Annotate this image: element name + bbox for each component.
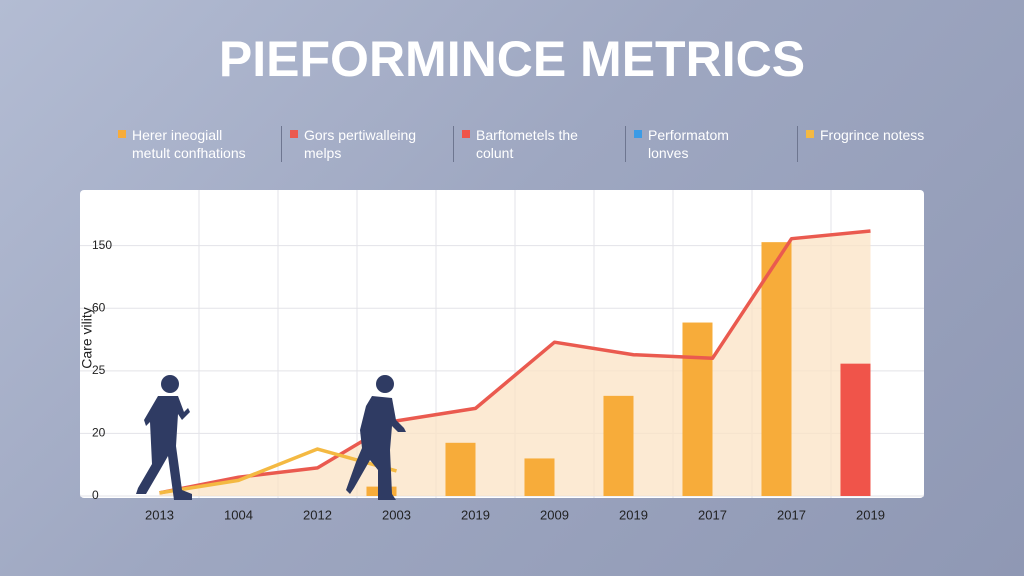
legend-item: Performatom lonves [625, 126, 787, 162]
legend-item: Barftometels the colunt [453, 126, 615, 162]
x-tick-label: 2019 [856, 507, 885, 522]
x-tick-label: 2012 [303, 507, 332, 522]
bar [840, 363, 871, 496]
x-tick-label: 2019 [619, 507, 648, 522]
legend: Herer ineogiall metult confhations Gors p… [118, 126, 959, 162]
legend-label: Herer ineogiall metult confhations [132, 127, 246, 161]
bar [682, 322, 713, 496]
legend-swatch [462, 130, 470, 138]
x-tick-label: 2003 [382, 507, 411, 522]
silhouette [136, 375, 406, 500]
y-tick-label: 150 [92, 238, 112, 252]
legend-item: Frogrince notess [797, 126, 959, 162]
legend-swatch [806, 130, 814, 138]
y-axis-label: Care vility [79, 307, 95, 368]
y-tick-label: 0 [92, 488, 99, 502]
y-tick-label: 60 [92, 300, 106, 314]
x-tick-label: 1004 [224, 507, 253, 522]
bar [524, 458, 555, 496]
bar [603, 395, 634, 496]
y-tick-label: 25 [92, 363, 106, 377]
legend-item: Gors pertiwalleing melps [281, 126, 443, 162]
x-tick-label: 2013 [145, 507, 174, 522]
line [159, 229, 871, 495]
legend-swatch [118, 130, 126, 138]
x-tick-label: 2019 [461, 507, 490, 522]
x-tick-label: 2017 [777, 507, 806, 522]
chart-title: PIEFORMINCE METRICS [219, 31, 805, 87]
bar [445, 442, 476, 496]
legend-label: Performatom lonves [648, 127, 729, 161]
legend-label: Frogrince notess [820, 127, 925, 143]
legend-label: Gors pertiwalleing melps [304, 127, 417, 161]
y-tick-label: 20 [92, 426, 106, 440]
legend-swatch [634, 130, 642, 138]
legend-swatch [290, 130, 298, 138]
marks [159, 229, 871, 497]
x-tick-label: 2017 [698, 507, 727, 522]
x-tick-label: 2009 [540, 507, 569, 522]
legend-item: Herer ineogiall metult confhations [118, 126, 271, 162]
bar [761, 242, 792, 496]
legend-label: Barftometels the colunt [476, 127, 578, 161]
